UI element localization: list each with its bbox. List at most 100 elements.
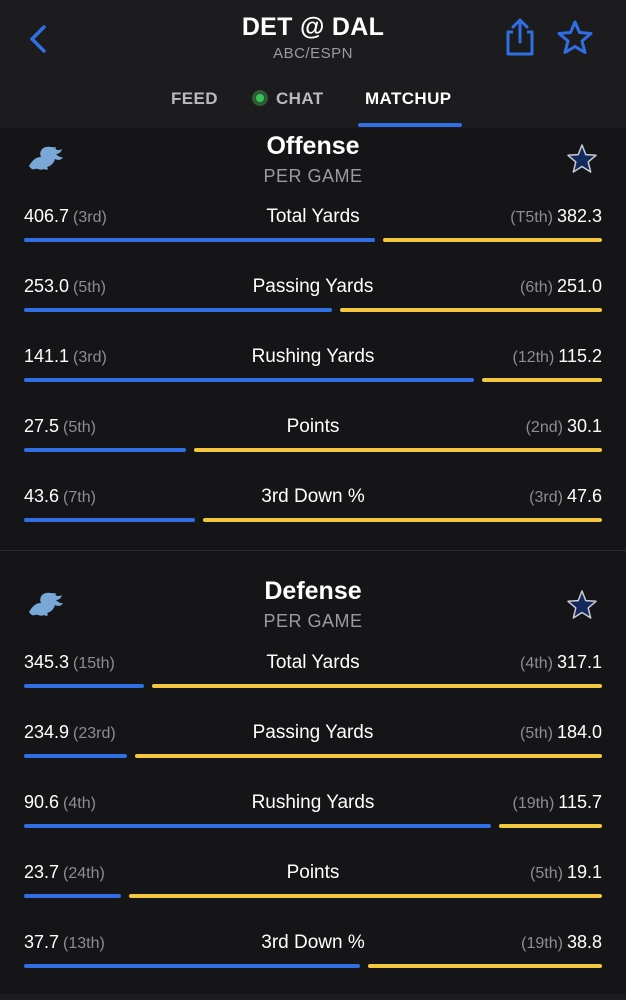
left-rank: (15th)	[73, 655, 115, 672]
right-team-stat: (19th) 38.8	[521, 932, 602, 953]
right-value: 38.8	[566, 932, 602, 952]
right-value: 47.6	[566, 486, 602, 506]
tab-feed[interactable]: FEED	[171, 89, 218, 108]
stat-label: Points	[286, 862, 340, 883]
right-team-stat: (2nd) 30.1	[526, 416, 602, 437]
left-team-stat: 37.7 (13th)	[24, 932, 105, 953]
stat-row: 43.6 (7th) 3rd Down % (3rd) 47.6	[0, 486, 626, 546]
right-rank: (12th)	[512, 349, 555, 366]
right-team-bar	[135, 754, 602, 758]
right-team-bar	[203, 518, 602, 522]
left-team-stat: 345.3 (15th)	[24, 652, 115, 673]
section-title: Defense	[264, 577, 362, 605]
left-team-bar	[24, 448, 186, 452]
broadcast-network: ABC/ESPN	[273, 45, 353, 62]
share-icon[interactable]	[502, 16, 538, 58]
left-team-bar	[24, 684, 144, 688]
right-value: 115.2	[558, 346, 602, 366]
stat-label: 3rd Down %	[261, 486, 365, 507]
right-team-bar	[499, 824, 602, 828]
right-team-stat: (3rd) 47.6	[529, 486, 602, 507]
left-team-stat: 234.9 (23rd)	[24, 722, 116, 743]
stat-row: 345.3 (15th) Total Yards (4th) 317.1	[0, 652, 626, 712]
right-value: 251.0	[556, 276, 602, 296]
stat-row: 23.7 (24th) Points (5th) 19.1	[0, 862, 626, 922]
stat-label: Points	[286, 416, 340, 437]
stat-row: 37.7 (13th) 3rd Down % (19th) 38.8	[0, 932, 626, 992]
right-rank: (4th)	[520, 655, 553, 672]
stat-label: Total Yards	[266, 652, 360, 673]
right-rank: (3rd)	[529, 489, 563, 506]
left-value: 141.1	[24, 346, 70, 366]
left-team-stat: 406.7 (3rd)	[24, 206, 107, 227]
game-title: DET @ DAL	[241, 13, 385, 41]
live-dot-icon	[252, 90, 268, 106]
left-value: 253.0	[24, 276, 70, 296]
right-value: 317.1	[556, 652, 602, 672]
left-value: 43.6	[24, 486, 60, 506]
right-team-stat: (5th) 19.1	[530, 862, 602, 883]
right-team-stat: (5th) 184.0	[520, 722, 602, 743]
offense-section: Offense PER GAME 406.7 (3rd) Total Yards (T…	[0, 128, 626, 548]
stat-label: Rushing Yards	[251, 346, 375, 367]
right-rank: (T5th)	[510, 209, 553, 226]
chevron-left-icon[interactable]	[24, 22, 54, 56]
left-rank: (4th)	[63, 795, 96, 812]
left-value: 345.3	[24, 652, 70, 672]
left-team-stat: 23.7 (24th)	[24, 862, 105, 883]
lions-logo-icon	[29, 592, 63, 616]
left-value: 37.7	[24, 932, 60, 952]
right-team-stat: (19th) 115.7	[512, 792, 602, 813]
bottom-edge	[0, 994, 626, 1000]
cowboys-star-icon	[567, 590, 597, 619]
stat-label: Passing Yards	[252, 722, 374, 743]
section-subtitle: PER GAME	[263, 611, 363, 631]
right-team-bar	[152, 684, 602, 688]
section-subtitle: PER GAME	[263, 166, 363, 186]
left-rank: (23rd)	[73, 725, 116, 742]
right-team-bar	[482, 378, 602, 382]
left-rank: (3rd)	[73, 209, 107, 226]
tab-bar: FEED CHAT MATCHUP	[0, 86, 626, 116]
top-header: DET @ DAL ABC/ESPN FEED CHAT MATCHUP	[0, 0, 626, 128]
left-rank: (7th)	[63, 489, 96, 506]
stat-row: 27.5 (5th) Points (2nd) 30.1	[0, 416, 626, 476]
left-team-stat: 27.5 (5th)	[24, 416, 96, 437]
left-team-bar	[24, 308, 332, 312]
left-rank: (5th)	[63, 419, 96, 436]
right-value: 382.3	[556, 206, 602, 226]
left-rank: (24th)	[63, 865, 105, 882]
defense-section: Defense PER GAME 345.3 (15th) Total Yards (…	[0, 550, 626, 994]
right-team-stat: (4th) 317.1	[520, 652, 602, 673]
right-team-stat: (6th) 251.0	[520, 276, 602, 297]
lions-logo-icon	[29, 146, 63, 170]
active-tab-indicator	[358, 123, 462, 127]
stat-row: 234.9 (23rd) Passing Yards (5th) 184.0	[0, 722, 626, 782]
stat-row: 90.6 (4th) Rushing Yards (19th) 115.7	[0, 792, 626, 852]
favorite-star-icon[interactable]	[556, 19, 594, 55]
left-team-stat: 141.1 (3rd)	[24, 346, 107, 367]
left-value: 234.9	[24, 722, 70, 742]
left-team-bar	[24, 238, 375, 242]
right-team-stat: (12th) 115.2	[512, 346, 602, 367]
tab-chat[interactable]: CHAT	[252, 86, 324, 116]
right-team-bar	[368, 964, 602, 968]
right-rank: (2nd)	[525, 419, 563, 436]
tab-chat-label: CHAT	[276, 89, 324, 108]
right-team-bar	[340, 308, 602, 312]
right-value: 184.0	[556, 722, 602, 742]
left-rank: (13th)	[63, 935, 105, 952]
right-value: 19.1	[566, 862, 602, 882]
stat-row: 253.0 (5th) Passing Yards (6th) 251.0	[0, 276, 626, 336]
left-rank: (5th)	[73, 279, 106, 296]
left-value: 406.7	[24, 206, 70, 226]
right-team-bar	[383, 238, 602, 242]
left-value: 90.6	[24, 792, 60, 812]
stat-label: Total Yards	[266, 206, 360, 227]
tab-matchup[interactable]: MATCHUP	[365, 89, 452, 108]
right-value: 115.7	[558, 792, 602, 812]
right-team-stat: (T5th) 382.3	[510, 206, 602, 227]
right-rank: (19th)	[521, 935, 563, 952]
left-team-bar	[24, 754, 127, 758]
left-team-bar	[24, 378, 474, 382]
